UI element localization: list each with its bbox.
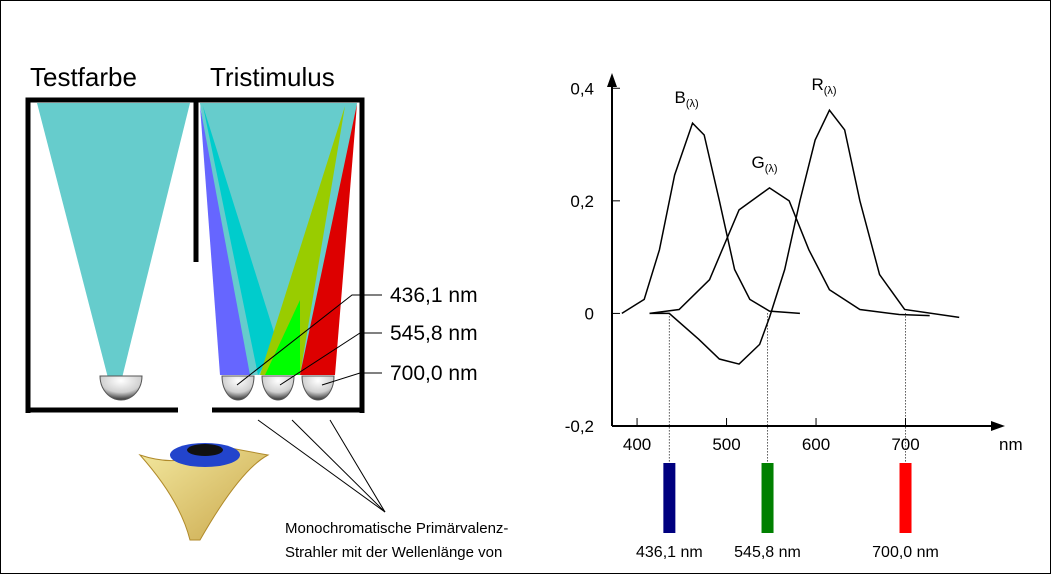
primary-bar xyxy=(761,463,774,533)
x-tick-label: 700 xyxy=(891,435,919,454)
x-tick-label: 600 xyxy=(802,435,830,454)
curve xyxy=(649,186,930,317)
tristimulus-title: Tristimulus xyxy=(210,62,335,92)
curve xyxy=(621,121,800,315)
curve-label: G(λ) xyxy=(751,153,777,175)
curve-name: R xyxy=(811,75,823,94)
x-unit: nm xyxy=(999,435,1023,454)
curve-subscript: (λ) xyxy=(824,85,837,97)
light-cones xyxy=(37,103,357,378)
eye-icon xyxy=(138,443,270,541)
primary-bar xyxy=(663,463,676,533)
curve-subscript: (λ) xyxy=(765,163,778,175)
curve xyxy=(649,108,960,365)
lamps xyxy=(99,375,335,401)
y-tick-label: 0 xyxy=(585,304,594,323)
y-tick-label: -0,2 xyxy=(565,417,594,436)
leader-lines xyxy=(236,294,386,513)
x-axis-arrow xyxy=(991,421,1005,431)
lamp-label: 700,0 nm xyxy=(390,362,478,385)
lamp-label: 436,1 nm xyxy=(390,284,478,307)
curve-name: G xyxy=(751,153,764,172)
curve-name: B xyxy=(675,88,686,107)
lamp-label: 545,8 nm xyxy=(390,322,478,345)
curve-label: R(λ) xyxy=(811,75,836,97)
primary-bar xyxy=(899,463,912,533)
primary-label: 545,8 nm xyxy=(734,544,801,561)
caption-line: Monochromatische Primärvalenz- xyxy=(285,520,508,537)
y-axis-arrow xyxy=(607,73,617,87)
x-tick-label: 400 xyxy=(623,435,651,454)
y-tick-label: 0,2 xyxy=(570,192,594,211)
test-title: Testfarbe xyxy=(30,62,137,92)
primary-label: 436,1 nm xyxy=(636,544,703,561)
caption-line: Strahler mit der Wellenlänge von xyxy=(285,544,502,561)
y-tick-label: 0,4 xyxy=(570,79,594,98)
curve-label: B(λ) xyxy=(675,88,699,110)
box xyxy=(25,97,365,413)
primary-label: 700,0 nm xyxy=(872,544,939,561)
x-tick-label: 500 xyxy=(712,435,740,454)
curve-subscript: (λ) xyxy=(686,98,699,110)
